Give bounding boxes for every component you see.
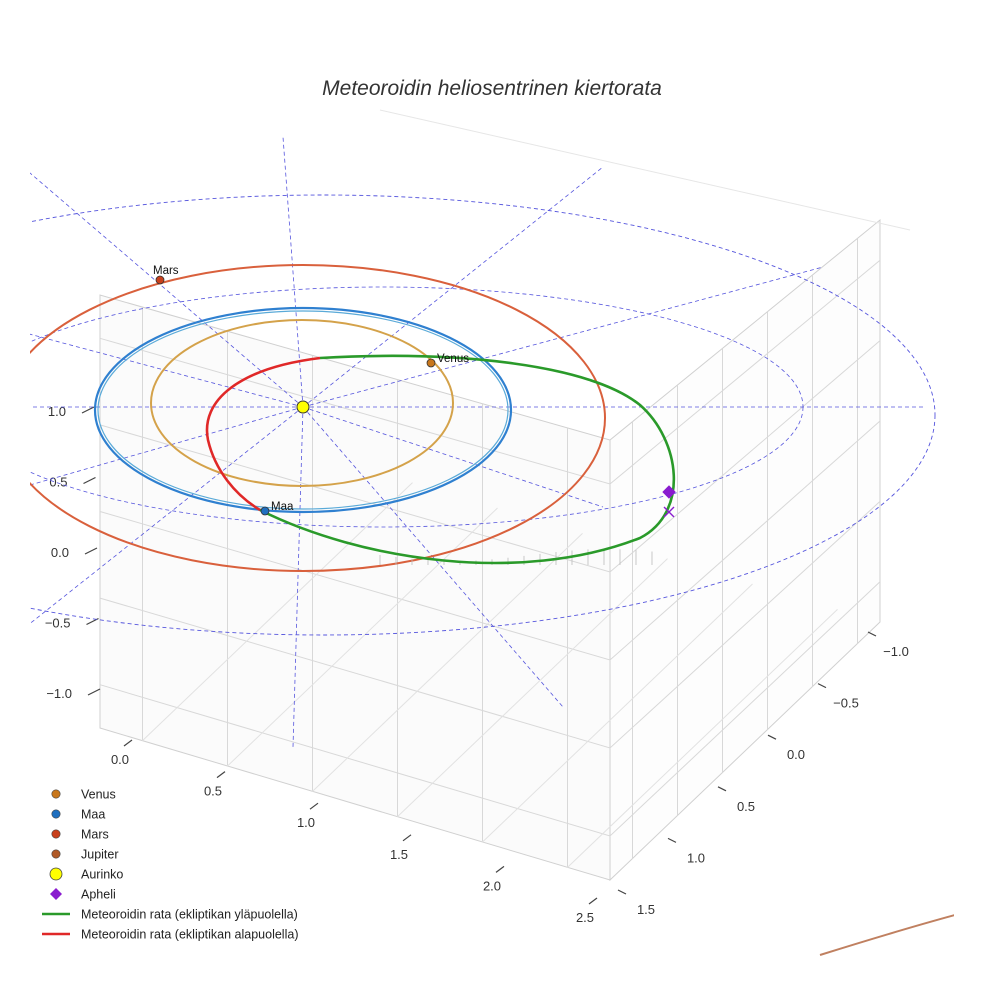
x-tick-mark [123, 739, 133, 747]
legend-label: Venus [81, 788, 116, 802]
z-tick-mark [83, 476, 96, 485]
legend-label: Mars [81, 828, 109, 842]
axis-ticks: 0.0 0.5 1.0 1.5 2.0 2.5 −1.0 −0.5 0.0 0.5 1.0 1.5 1.… [45, 404, 909, 925]
floor-grid-line [567, 608, 838, 868]
legend-item: Jupiter [51, 848, 119, 862]
legend-marker-diamond [50, 888, 62, 900]
legend-item: Meteoroidin rata (ekliptikan alapuolella… [42, 928, 298, 942]
earth-orbit [93, 306, 513, 514]
planet-marker-mars [155, 275, 165, 285]
legend-item: Mars [51, 828, 109, 842]
x-tick-mark [216, 771, 226, 779]
z-tick-mark [84, 547, 98, 555]
legend-marker-circle [51, 789, 61, 799]
legend-marker-circle [51, 829, 61, 839]
y-tick-mark [617, 889, 627, 895]
x-tick-label: 2.5 [576, 910, 594, 925]
grid-z-line [99, 501, 881, 749]
x-tick-label: 0.5 [204, 784, 222, 799]
x-tick-mark [588, 897, 598, 905]
y-tick-mark [867, 631, 877, 637]
ecliptic-spoke [302, 166, 604, 408]
z-tick-label: −0.5 [45, 616, 71, 631]
legend-item: Aurinko [49, 867, 123, 882]
legend-label: Apheli [81, 888, 116, 902]
x-tick-label: 0.0 [111, 752, 129, 767]
planet-label-maa: Maa [271, 501, 294, 513]
legend-marker-circle [51, 849, 61, 859]
planet-marker-maa [260, 506, 270, 516]
z-tick-mark [81, 406, 95, 414]
grid-z-line [99, 340, 881, 573]
venus-orbit [150, 319, 454, 487]
floor-grid-line [142, 482, 413, 742]
y-tick-mark [717, 786, 727, 792]
y-tick-label: 1.5 [637, 902, 655, 917]
chart-title: Meteoroidin heliosentrinen kiertorata [322, 77, 662, 100]
x-tick-label: 1.0 [297, 815, 315, 830]
plot-area: Venus Maa Mars [30, 136, 954, 956]
x-tick-label: 2.0 [483, 878, 501, 893]
legend-label: Meteoroidin rata (ekliptikan alapuolella… [81, 928, 298, 942]
z-tick-mark [87, 688, 101, 696]
legend-item: Meteoroidin rata (ekliptikan yläpuolella… [42, 908, 298, 922]
y-tick-mark [767, 734, 777, 740]
ecliptic-spoke [292, 406, 304, 748]
floor-grid-line [312, 532, 583, 792]
z-tick-label: −1.0 [46, 686, 72, 701]
legend-label: Maa [81, 808, 105, 822]
meteoroid-orbit-below [205, 356, 321, 512]
ecliptic-ring [30, 194, 936, 636]
ecliptic-spoke [30, 333, 304, 408]
ecliptic-spoke [302, 406, 604, 508]
ecliptic-spoke [302, 266, 824, 408]
y-tick-label: −0.5 [833, 696, 859, 711]
earth-orbit-inner [97, 310, 509, 510]
y-tick-label: 0.5 [737, 799, 755, 814]
planet-label-venus: Venus [437, 353, 469, 365]
x-tick-label: 1.5 [390, 847, 408, 862]
grid-z-line [99, 581, 881, 837]
right-pane [609, 218, 881, 882]
legend-item: Venus [51, 788, 116, 802]
y-tick-mark [817, 683, 827, 689]
aphelion-projection-marker [663, 506, 675, 518]
legend-item: Apheli [50, 888, 116, 902]
x-tick-mark [402, 834, 412, 842]
sun-marker [296, 400, 310, 414]
ecliptic-spoke [30, 406, 304, 625]
meteoroid-orbit-above [259, 354, 676, 565]
planet-marker-venus [426, 358, 436, 368]
x-tick-mark [309, 802, 319, 810]
legend-marker-sun [49, 867, 63, 881]
grid-lines [99, 238, 881, 868]
floor-grid-line [397, 558, 668, 818]
back-edge [379, 109, 911, 231]
legend: Venus Maa Mars Jupiter Aurinko Apheli Meteoroi… [42, 788, 298, 942]
mars-orbit [30, 264, 606, 572]
planet-label-mars: Mars [153, 265, 179, 277]
x-tick-mark [495, 865, 505, 873]
aphelion-marker [662, 485, 676, 499]
left-pane [99, 294, 611, 881]
floor-grid-line [482, 583, 753, 843]
legend-marker-circle [51, 809, 61, 819]
y-tick-label: 1.0 [687, 850, 705, 865]
grid-z-line [99, 420, 881, 661]
y-tick-mark [667, 837, 677, 843]
y-tick-label: 0.0 [787, 747, 805, 762]
z-tick-label: 0.0 [51, 545, 69, 560]
axis-panes [99, 109, 911, 882]
legend-item: Maa [51, 808, 105, 822]
z-tick-label: 1.0 [48, 404, 66, 419]
legend-label: Meteoroidin rata (ekliptikan yläpuolella… [81, 908, 298, 922]
y-tick-label: −1.0 [883, 644, 909, 659]
ecliptic-spoke [30, 172, 304, 408]
grid-z-line [99, 259, 881, 485]
legend-label: Jupiter [81, 848, 119, 862]
jupiter-orbit [819, 914, 954, 956]
legend-label: Aurinko [81, 868, 123, 882]
